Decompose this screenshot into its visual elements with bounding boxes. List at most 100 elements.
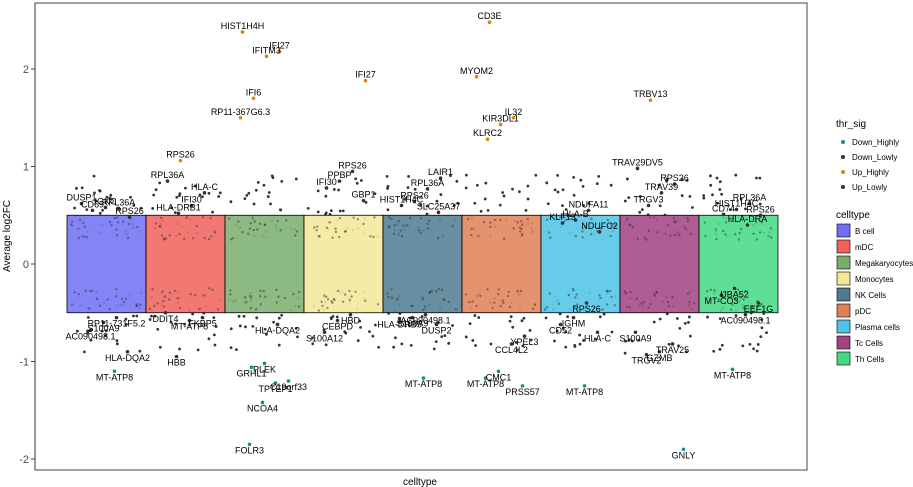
tile-point — [610, 295, 613, 299]
bg-point — [572, 193, 576, 197]
bg-point — [511, 325, 515, 329]
legend-swatch — [836, 255, 851, 270]
point-trbv13 — [648, 98, 653, 102]
tile-point — [70, 223, 73, 226]
point-trgv2 — [644, 352, 649, 357]
point-label: TRGV3 — [633, 195, 663, 205]
tile-point — [113, 216, 117, 220]
tile-point — [516, 289, 519, 293]
point-label: MT-ATP8 — [467, 379, 504, 389]
point-rps26 — [672, 182, 677, 186]
point-slc25a37 — [436, 210, 441, 215]
tile-point — [667, 304, 670, 308]
point-hla-dra — [745, 223, 750, 227]
tile-point — [315, 229, 318, 232]
point-ndufc2 — [597, 230, 602, 234]
tile-point — [729, 308, 733, 311]
tile-point — [126, 236, 130, 239]
point-label: RPL36A — [411, 178, 445, 188]
point-label: GZMB — [647, 353, 673, 363]
tile-point — [434, 290, 438, 293]
bg-point — [658, 204, 662, 208]
point-label: MT-ATP8 — [566, 387, 603, 397]
point-label: DDIT4 — [152, 314, 178, 324]
bg-point — [758, 176, 762, 180]
bg-point — [394, 336, 397, 340]
bg-point — [520, 319, 524, 323]
bg-point — [658, 317, 662, 321]
bg-point — [432, 347, 436, 351]
point-myom2 — [474, 75, 479, 79]
bg-point — [269, 202, 272, 206]
bg-point — [262, 183, 266, 187]
tile-point — [645, 238, 648, 241]
point-label: HLA-C — [191, 182, 219, 192]
tile-point — [248, 227, 252, 230]
tile-point — [203, 294, 206, 297]
tile-point — [283, 296, 287, 300]
bg-point — [178, 347, 181, 351]
tile-point — [669, 234, 672, 237]
tile-point — [440, 288, 444, 291]
bg-point — [578, 333, 582, 337]
bg-point — [377, 345, 381, 349]
tile-point — [178, 306, 182, 310]
point-klf13 — [560, 221, 565, 225]
tile-point — [486, 288, 489, 291]
point-mt-atp8 — [112, 369, 117, 374]
tile-point — [437, 287, 441, 291]
tile-point — [738, 231, 741, 235]
point-ypel3 — [522, 334, 527, 338]
bg-point — [755, 349, 759, 353]
legend-key-down-highly — [841, 140, 845, 144]
bg-point — [720, 343, 724, 347]
point-igkc — [103, 205, 108, 210]
bg-point — [657, 183, 661, 187]
point-s100a9 — [101, 320, 106, 325]
bg-point — [311, 342, 315, 346]
legend-key-up-lowly — [841, 185, 845, 189]
y-tick-label: -2 — [19, 454, 29, 466]
bg-point — [254, 188, 258, 192]
tile-monocytes — [303, 214, 384, 314]
tile-point — [354, 290, 357, 294]
bg-point — [80, 186, 84, 190]
tile-point — [714, 228, 718, 231]
bg-point — [484, 181, 488, 185]
bg-point — [124, 317, 128, 321]
bg-point — [76, 329, 79, 333]
bg-point — [718, 188, 722, 191]
bg-point — [566, 315, 569, 319]
tile-point — [533, 303, 537, 307]
tile-point — [673, 220, 676, 223]
tile-point — [120, 297, 124, 301]
point-label: MT-CO3 — [704, 296, 738, 306]
tile-point — [756, 305, 760, 308]
point-trgv3 — [646, 203, 651, 208]
tile-point — [421, 308, 425, 312]
tile-point — [724, 221, 728, 224]
tile-point — [689, 232, 692, 235]
x-axis-title: celltype — [403, 477, 437, 487]
tile-point — [499, 304, 502, 308]
bg-point — [148, 318, 152, 321]
tile-point — [334, 230, 338, 234]
bg-point — [131, 314, 135, 318]
bg-point — [385, 174, 389, 178]
legend-key-down-lowly — [841, 155, 845, 159]
tile-point — [333, 298, 336, 302]
tile-point — [647, 306, 650, 309]
bg-point — [464, 173, 468, 177]
point-label: S100A9 — [619, 333, 651, 343]
tile-point — [229, 289, 232, 292]
tile-point — [350, 295, 353, 298]
point-hla-drb5 — [397, 316, 402, 321]
point-label: RPS26 — [166, 150, 195, 160]
point-rp11-367g6.3 — [238, 115, 243, 120]
point-label: RPL36A — [102, 197, 136, 207]
tile-point — [470, 227, 474, 231]
tile-point — [767, 235, 770, 238]
tile-point — [655, 291, 659, 294]
tile-point — [417, 229, 421, 232]
tile-point — [744, 289, 747, 293]
